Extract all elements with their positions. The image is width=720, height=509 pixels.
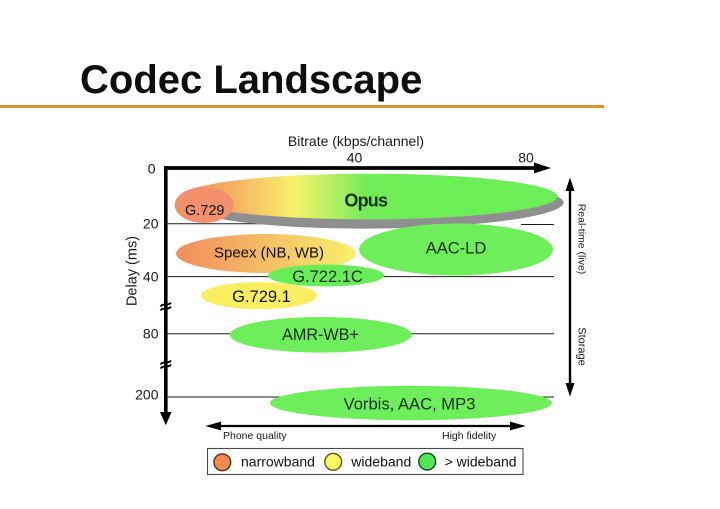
svg-text:narrowband: narrowband [241,454,315,470]
svg-text:G.729.1: G.729.1 [232,288,291,306]
svg-text:> wideband: > wideband [445,454,517,470]
svg-text:wideband: wideband [350,454,411,470]
svg-text:Bitrate (kbps/channel): Bitrate (kbps/channel) [288,133,424,149]
svg-text:0: 0 [148,161,156,177]
svg-text:Speex (NB, WB): Speex (NB, WB) [214,245,324,262]
svg-text:80: 80 [518,150,534,166]
svg-text:Delay (ms): Delay (ms) [125,236,141,306]
svg-text:200: 200 [135,387,159,403]
svg-text:40: 40 [143,269,159,285]
svg-text:Storage: Storage [576,327,588,366]
svg-text:80: 80 [143,326,159,342]
svg-text:Real-time (live): Real-time (live) [576,204,588,275]
svg-text:AMR-WB+: AMR-WB+ [282,326,359,344]
svg-text:Opus: Opus [344,191,388,211]
svg-text:G.729: G.729 [185,203,225,219]
svg-text:20: 20 [143,216,159,232]
svg-text:G.722.1C: G.722.1C [292,268,363,286]
svg-text:Phone quality: Phone quality [223,430,287,442]
svg-text:Vorbis, AAC, MP3: Vorbis, AAC, MP3 [344,395,476,414]
svg-text:40: 40 [347,150,363,166]
svg-text:AAC-LD: AAC-LD [426,240,487,258]
svg-text:High fidelity: High fidelity [442,430,497,442]
